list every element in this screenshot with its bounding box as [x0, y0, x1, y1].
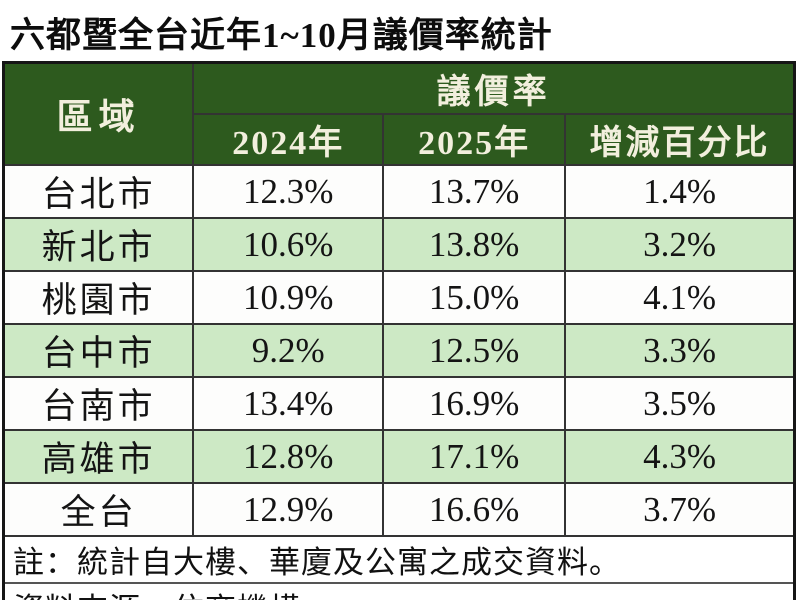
value-2025-cell: 16.9%	[382, 376, 567, 431]
page-title: 六都暨全台近年1~10月議價率統計	[10, 16, 553, 55]
region-cell: 全台	[2, 482, 195, 537]
region-cell: 台南市	[2, 376, 195, 431]
table-row-nationwide: 全台 12.9% 16.6% 3.7%	[2, 482, 796, 537]
header-year-2025: 2025年	[382, 113, 567, 166]
value-2024-cell: 10.9%	[192, 270, 385, 325]
value-2025-cell: 13.8%	[382, 217, 567, 272]
header-year-2024: 2024年	[192, 113, 385, 166]
change-cell: 3.3%	[564, 323, 796, 378]
region-cell: 台中市	[2, 323, 195, 378]
note-text: 註：統計自大樓、華廈及公寓之成交資料。	[2, 535, 796, 584]
table-row-kaohsiung: 高雄市 12.8% 17.1% 4.3%	[2, 429, 796, 484]
header-group-negotiation-rate: 議價率	[192, 61, 796, 115]
region-cell: 新北市	[2, 217, 195, 272]
region-cell: 桃園市	[2, 270, 195, 325]
table-source-row: 資料來源：住商機構。	[2, 582, 796, 600]
table-row-taipei: 台北市 12.3% 13.7% 1.4%	[2, 164, 796, 219]
change-cell: 4.3%	[564, 429, 796, 484]
region-cell: 台北市	[2, 164, 195, 219]
change-cell: 3.7%	[564, 482, 796, 537]
value-2025-cell: 12.5%	[382, 323, 567, 378]
value-2024-cell: 12.9%	[192, 482, 385, 537]
table-row-taoyuan: 桃園市 10.9% 15.0% 4.1%	[2, 270, 796, 325]
value-2024-cell: 12.8%	[192, 429, 385, 484]
change-cell: 1.4%	[564, 164, 796, 219]
table-header: 區域 議價率 2024年 2025年 增減百分比	[2, 61, 796, 166]
value-2025-cell: 17.1%	[382, 429, 567, 484]
table-note-row: 註：統計自大樓、華廈及公寓之成交資料。	[2, 535, 796, 584]
table-row-newtaipei: 新北市 10.6% 13.8% 3.2%	[2, 217, 796, 272]
header-change: 增減百分比	[564, 113, 796, 166]
table-row-taichung: 台中市 9.2% 12.5% 3.3%	[2, 323, 796, 378]
value-2024-cell: 13.4%	[192, 376, 385, 431]
change-cell: 3.2%	[564, 217, 796, 272]
header-region: 區域	[2, 61, 195, 166]
change-cell: 3.5%	[564, 376, 796, 431]
value-2025-cell: 15.0%	[382, 270, 567, 325]
value-2024-cell: 9.2%	[192, 323, 385, 378]
region-cell: 高雄市	[2, 429, 195, 484]
value-2024-cell: 10.6%	[192, 217, 385, 272]
table-body: 台北市 12.3% 13.7% 1.4% 新北市 10.6% 13.8% 3.2…	[2, 164, 796, 600]
negotiation-rate-table: 區域 議價率 2024年 2025年 增減百分比 台北市 12.3% 13.7%…	[2, 61, 796, 600]
source-text: 資料來源：住商機構。	[2, 582, 796, 600]
table-row-tainan: 台南市 13.4% 16.9% 3.5%	[2, 376, 796, 431]
value-2024-cell: 12.3%	[192, 164, 385, 219]
value-2025-cell: 16.6%	[382, 482, 567, 537]
value-2025-cell: 13.7%	[382, 164, 567, 219]
change-cell: 4.1%	[564, 270, 796, 325]
